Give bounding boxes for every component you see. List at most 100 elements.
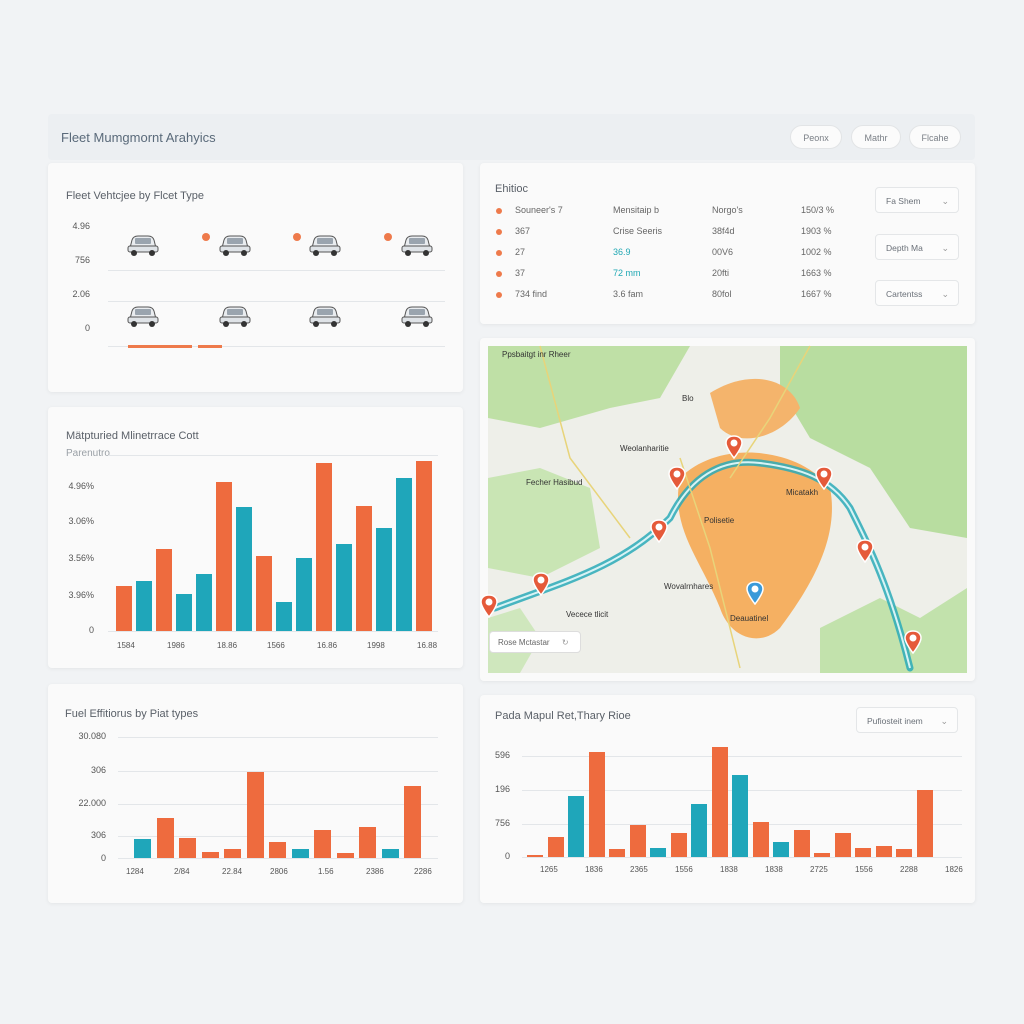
route-map[interactable] <box>480 338 975 681</box>
car-icon <box>308 301 342 329</box>
bar <box>629 825 646 857</box>
header-button-3[interactable]: Flcahe <box>909 125 961 149</box>
table-cell: 36.9 <box>613 247 631 257</box>
header-button-1[interactable]: Peonx <box>790 125 842 149</box>
table-cell: 367 <box>515 226 531 236</box>
bar <box>356 505 372 631</box>
vehicles-title: Fleet Vehtcjee by Flcet Type <box>66 190 204 202</box>
map-pin-icon[interactable] <box>480 594 498 619</box>
map-place[interactable]: Weolanharitie <box>620 444 669 453</box>
bar <box>256 555 272 631</box>
bar <box>855 848 871 857</box>
bar <box>156 548 172 631</box>
bar <box>609 849 625 857</box>
table-cell: 1903 % <box>801 226 832 236</box>
fleet-dropdown[interactable]: Pufiosteit inem ⌄ <box>856 707 958 733</box>
table-cell: 150/3 % <box>801 205 835 215</box>
gridline <box>108 631 438 632</box>
table-cell: 1663 % <box>801 268 832 278</box>
bar <box>650 848 666 857</box>
table-cell: Norgo's <box>712 205 743 215</box>
gridline <box>118 804 438 805</box>
map-pin-icon[interactable] <box>532 572 550 597</box>
gridline <box>118 771 438 772</box>
table-cell: Mensitaip b <box>613 205 660 215</box>
chevron-down-icon: ⌄ <box>940 716 948 726</box>
maintenance-subtitle: Parenutro <box>66 448 110 459</box>
y-label: 756 <box>494 818 510 828</box>
x-tick-label: 1556 <box>855 865 873 874</box>
bar <box>793 830 810 857</box>
maintenance-panel: Mätpturied Mlinetrrace Cott Parenutro 4.… <box>48 407 463 668</box>
table-cell: 00V6 <box>712 247 734 257</box>
refresh-icon[interactable]: ↻ <box>561 638 569 647</box>
table-cell: 37 <box>515 268 526 278</box>
status-dot <box>496 292 502 298</box>
metrics-panel: Ehitioc Souneer's 7 Mensitaip b Norgo's 150… <box>480 163 975 324</box>
status-dot <box>496 271 502 277</box>
y-label: 306 <box>90 830 106 840</box>
table-cell: 1667 % <box>801 289 832 299</box>
x-tick-label: 2806 <box>270 867 288 876</box>
map-place[interactable]: Deauatinel <box>730 614 769 623</box>
map-place[interactable]: Micatakh <box>786 488 819 497</box>
map-pin-icon[interactable] <box>725 435 743 460</box>
map-place[interactable]: Fecher Hasibud <box>526 478 583 487</box>
x-tick-label: 1284 <box>126 867 144 876</box>
x-tick-label: 2365 <box>630 865 648 874</box>
y-label: 596 <box>494 750 510 760</box>
y-label: 0 <box>100 853 106 863</box>
map-pin-icon[interactable] <box>904 630 922 655</box>
map-place[interactable]: Wovalrnhares <box>664 582 714 591</box>
x-tick-label: 1836 <box>585 865 603 874</box>
y-label: 306 <box>90 765 106 775</box>
dropdown-3[interactable]: Cartentss ⌄ <box>875 280 959 306</box>
bar <box>314 830 331 858</box>
dropdown-2[interactable]: Depth Ma ⌄ <box>875 234 959 260</box>
y-label: 0 <box>84 323 90 333</box>
bar <box>568 796 584 857</box>
map-pin-icon[interactable] <box>815 466 833 491</box>
car-icon <box>308 230 342 258</box>
x-tick-label: 2386 <box>366 867 384 876</box>
map-pin-icon[interactable] <box>856 539 874 564</box>
bar <box>527 855 543 857</box>
bar <box>916 790 933 857</box>
x-tick-label: 2286 <box>414 867 432 876</box>
dropdown-1[interactable]: Fa Shem ⌄ <box>875 187 959 213</box>
y-label: 4.96% <box>68 481 94 491</box>
x-tick-label: 1.56 <box>318 867 334 876</box>
map-pin-icon[interactable] <box>650 519 668 544</box>
table-cell: 1002 % <box>801 247 832 257</box>
y-label: 22.000 <box>78 798 106 808</box>
status-dot <box>496 250 502 256</box>
map-place[interactable]: Vecece tlicit <box>566 610 609 619</box>
vehicle-marker <box>384 233 392 241</box>
vehicles-panel: Fleet Vehtcjee by Flcet Type 4.96 756 2.… <box>48 163 463 392</box>
y-label: 3.06% <box>68 516 94 526</box>
map-pin-icon[interactable] <box>668 466 686 491</box>
bar <box>316 462 332 631</box>
bar <box>711 747 728 857</box>
x-tick-label: 1566 <box>267 641 285 650</box>
bar <box>773 842 789 857</box>
y-label: 0 <box>504 851 510 861</box>
x-tick-label: 2/84 <box>174 867 190 876</box>
x-tick-label: 1556 <box>675 865 693 874</box>
map-pin-icon[interactable] <box>746 581 764 606</box>
fleet-panel: Pada Mapul Ret,Thary Rioe Pufiosteit ine… <box>480 695 975 903</box>
gridline <box>118 737 438 738</box>
x-tick-label: 1584 <box>117 641 135 650</box>
map-place[interactable]: Polisetie <box>704 516 735 525</box>
app-header: Fleet Mumgmornt Arahyics Peonx Mathr Flc… <box>48 114 975 160</box>
vehicle-marker <box>202 233 210 241</box>
x-tick-label: 1998 <box>367 641 385 650</box>
car-icon <box>400 301 434 329</box>
map-place[interactable]: Blo <box>682 394 694 403</box>
bar <box>588 752 605 857</box>
header-button-2[interactable]: Mathr <box>851 125 901 149</box>
map-search-input[interactable]: Rose Mctastar ↻ <box>489 631 581 653</box>
x-tick-label: 22.84 <box>222 867 243 876</box>
progress-segment <box>128 345 192 348</box>
y-label: 196 <box>494 784 510 794</box>
